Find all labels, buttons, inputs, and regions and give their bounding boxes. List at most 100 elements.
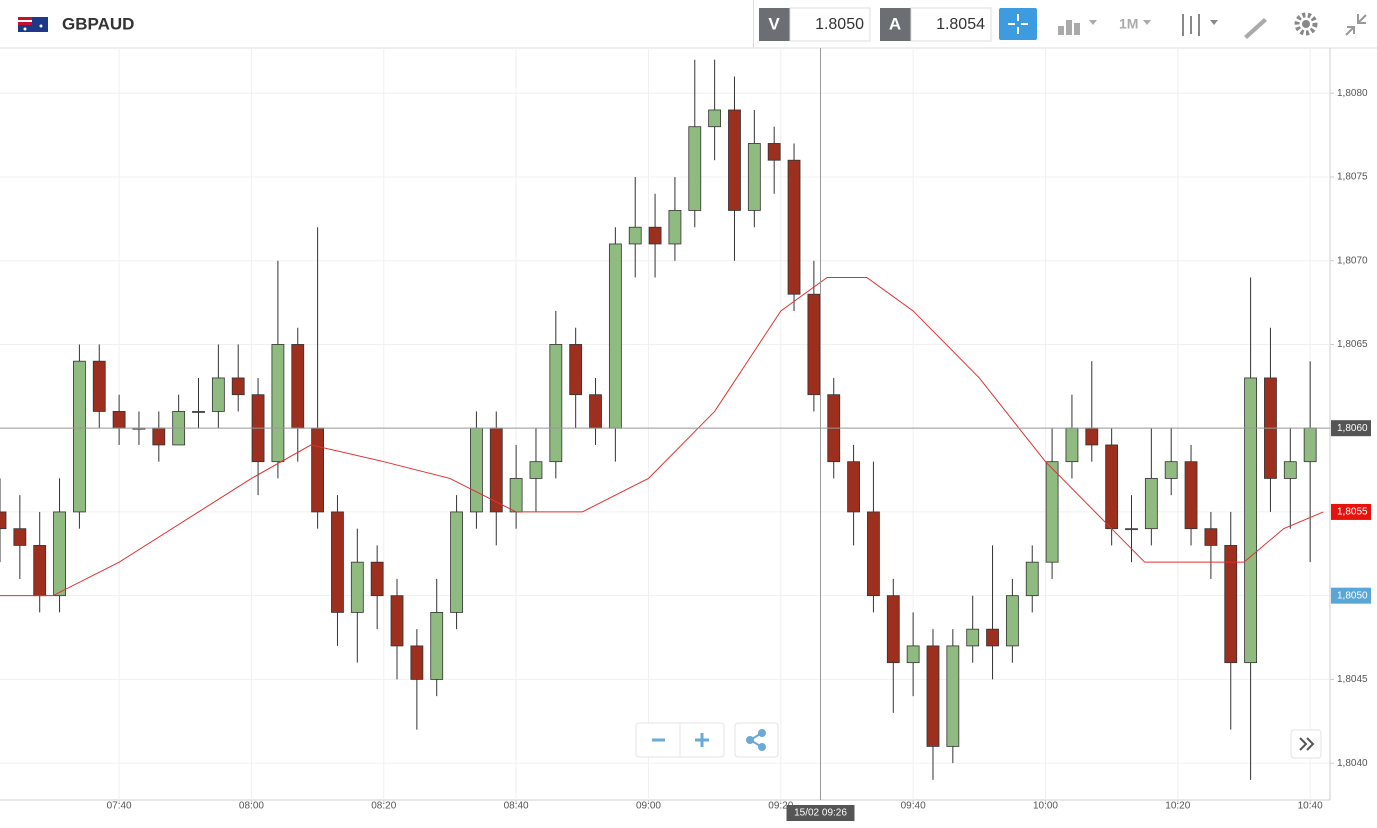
draw-icon[interactable] <box>1244 18 1267 39</box>
candle-body <box>708 109 722 128</box>
sell-button[interactable] <box>759 8 790 41</box>
candle-body <box>192 411 205 413</box>
share-button[interactable] <box>734 722 779 758</box>
candle-body <box>271 344 285 463</box>
candle-body <box>291 344 305 429</box>
symbol: GBPAUD <box>62 14 134 33</box>
x-tick-label: 10:40 <box>1298 801 1323 812</box>
toolbar <box>0 0 1377 48</box>
x-tick-label: 08:20 <box>371 801 396 812</box>
crosshair-price-box <box>1331 420 1371 437</box>
candle-body <box>211 377 225 412</box>
candle-body <box>549 344 563 463</box>
candle-body <box>628 226 642 245</box>
candle-body <box>470 427 483 513</box>
candle-body <box>529 461 543 479</box>
candle-body <box>92 360 106 412</box>
candle-body <box>152 427 166 446</box>
candle-body <box>787 159 801 295</box>
x-tick-label: 10:20 <box>1165 801 1190 812</box>
x-tick-label: 08:40 <box>504 801 529 812</box>
candle-body <box>1244 377 1257 664</box>
candle-body <box>1164 461 1178 479</box>
last-price-label: 1,8055 <box>1337 507 1368 518</box>
y-tick-label: 1,8040 <box>1337 758 1368 769</box>
candle-body <box>569 344 583 396</box>
buy-price: 1.8054 <box>936 16 985 33</box>
x-tick-label: 09:20 <box>768 801 793 812</box>
candle-body <box>946 645 960 747</box>
buy-button[interactable] <box>880 8 911 41</box>
chart-type-icon[interactable] <box>1182 14 1218 36</box>
bid-price-box <box>1331 587 1371 604</box>
candle-body <box>331 511 344 613</box>
moving-average <box>0 276 1324 597</box>
timeframe-caret <box>1143 20 1151 25</box>
candle-body <box>926 645 940 747</box>
candle-body <box>1085 427 1099 446</box>
candle-body <box>509 478 523 513</box>
divider <box>753 0 754 48</box>
sell-price-box[interactable] <box>789 7 871 42</box>
candle-body <box>1184 461 1198 530</box>
candle-body <box>231 377 245 396</box>
indicator-icon[interactable] <box>1058 20 1097 35</box>
sell-label: V <box>768 14 780 33</box>
sell-price: 1.8050 <box>815 16 864 33</box>
candle-body <box>906 645 920 664</box>
y-tick-label: 1,8080 <box>1337 88 1368 99</box>
candle-body <box>1283 461 1297 479</box>
bid-price-label: 1,8050 <box>1337 590 1368 601</box>
candle-body <box>53 511 66 597</box>
candle-body <box>1045 461 1059 563</box>
candle-body <box>112 411 126 429</box>
zoom-in[interactable] <box>695 733 709 747</box>
candle-body <box>73 360 86 513</box>
candle-body <box>1065 427 1079 463</box>
y-tick-label: 1,8070 <box>1337 255 1368 266</box>
collapse-icon[interactable] <box>1345 14 1367 36</box>
candle-body <box>966 628 980 647</box>
candle-body <box>767 143 781 161</box>
buy-price-box[interactable] <box>910 7 992 42</box>
candle-body <box>847 461 860 513</box>
candle-body <box>1005 595 1019 647</box>
crosshair-time-box <box>786 805 855 821</box>
candle-body <box>986 628 999 647</box>
x-tick-label: 09:00 <box>636 801 661 812</box>
crosshair-time-label: 15/02 09:26 <box>794 808 847 819</box>
candle-body <box>648 226 662 245</box>
candle-body <box>350 561 364 613</box>
y-tick-label: 1,8075 <box>1337 172 1368 183</box>
flag-icon <box>18 17 48 32</box>
x-tick-label: 08:00 <box>239 801 264 812</box>
candle-body <box>1105 444 1119 530</box>
candle-body <box>747 143 761 211</box>
candle-body <box>33 545 47 597</box>
crosshair-button[interactable] <box>999 8 1037 40</box>
candle-body <box>668 210 682 245</box>
x-tick-label: 10:00 <box>1033 801 1058 812</box>
candle-body <box>867 511 880 597</box>
candle-body <box>370 561 384 597</box>
x-tick-label: 09:40 <box>901 801 926 812</box>
candle-body <box>1144 478 1158 530</box>
candle-body <box>589 394 602 429</box>
y-tick-label: 1,8065 <box>1337 339 1368 350</box>
timeframe[interactable]: 1M <box>1119 16 1138 32</box>
last-price-box <box>1331 503 1371 520</box>
candle-body <box>311 427 325 513</box>
candle-body <box>807 293 821 396</box>
candle-body <box>450 511 463 613</box>
candle-body <box>1303 427 1317 463</box>
candle-body <box>608 243 622 429</box>
crosshair-price-label: 1,8060 <box>1337 423 1368 434</box>
candle-body <box>430 612 444 680</box>
candle-body <box>390 595 404 647</box>
candle-body <box>0 511 7 530</box>
zoom-controls <box>635 722 1322 759</box>
settings-icon[interactable] <box>1294 12 1318 36</box>
candle-body <box>1025 561 1039 597</box>
